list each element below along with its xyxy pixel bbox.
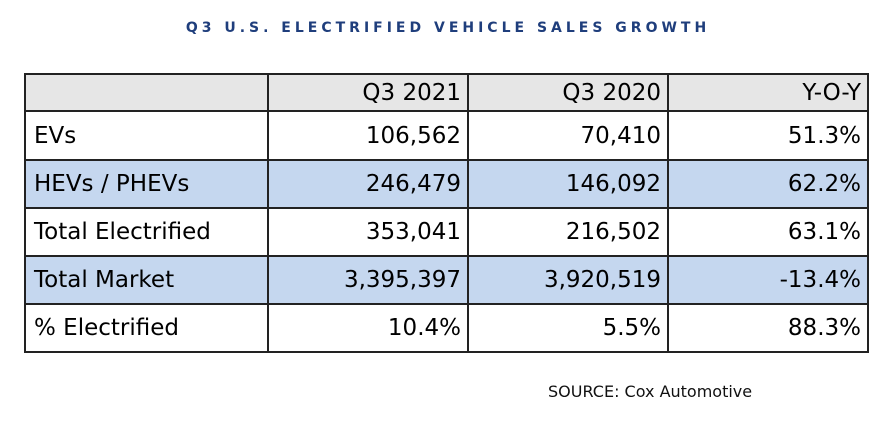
source-note: SOURCE: Cox Automotive [548, 382, 753, 401]
cell-yoy: 63.1% [667, 207, 869, 257]
row-label: Total Electrified [24, 207, 269, 257]
table-row-percent-electrified: % Electrified 10.4% 5.5% 88.3% [24, 303, 869, 353]
cell-q3-2021: 3,395,397 [267, 255, 469, 305]
cell-q3-2020: 5.5% [467, 303, 669, 353]
sales-table: Q3 2021 Q3 2020 Y-O-Y EVs 106,562 70,410… [24, 73, 869, 353]
column-header-yoy: Y-O-Y [667, 73, 869, 112]
cell-q3-2021: 246,479 [267, 159, 469, 209]
table-row-hevs-phevs: HEVs / PHEVs 246,479 146,092 62.2% [24, 159, 869, 209]
row-label: HEVs / PHEVs [24, 159, 269, 209]
cell-q3-2021: 353,041 [267, 207, 469, 257]
table-row-evs: EVs 106,562 70,410 51.3% [24, 110, 869, 161]
header-row: Q3 2021 Q3 2020 Y-O-Y [24, 73, 869, 112]
row-label: EVs [24, 110, 269, 161]
corner-header-cell [24, 73, 269, 112]
row-label: % Electrified [24, 303, 269, 353]
cell-yoy: 88.3% [667, 303, 869, 353]
cell-yoy: -13.4% [667, 255, 869, 305]
cell-yoy: 62.2% [667, 159, 869, 209]
column-header-q3-2020: Q3 2020 [467, 73, 669, 112]
table-row-total-electrified: Total Electrified 353,041 216,502 63.1% [24, 207, 869, 257]
table-row-total-market: Total Market 3,395,397 3,920,519 -13.4% [24, 255, 869, 305]
cell-yoy: 51.3% [667, 110, 869, 161]
cell-q3-2021: 10.4% [267, 303, 469, 353]
row-label: Total Market [24, 255, 269, 305]
cell-q3-2021: 106,562 [267, 110, 469, 161]
cell-q3-2020: 3,920,519 [467, 255, 669, 305]
cell-q3-2020: 146,092 [467, 159, 669, 209]
cell-q3-2020: 216,502 [467, 207, 669, 257]
cell-q3-2020: 70,410 [467, 110, 669, 161]
table-title: Q3 U.S. ELECTRIFIED VEHICLE SALES GROWTH [185, 20, 711, 36]
column-header-q3-2021: Q3 2021 [267, 73, 469, 112]
